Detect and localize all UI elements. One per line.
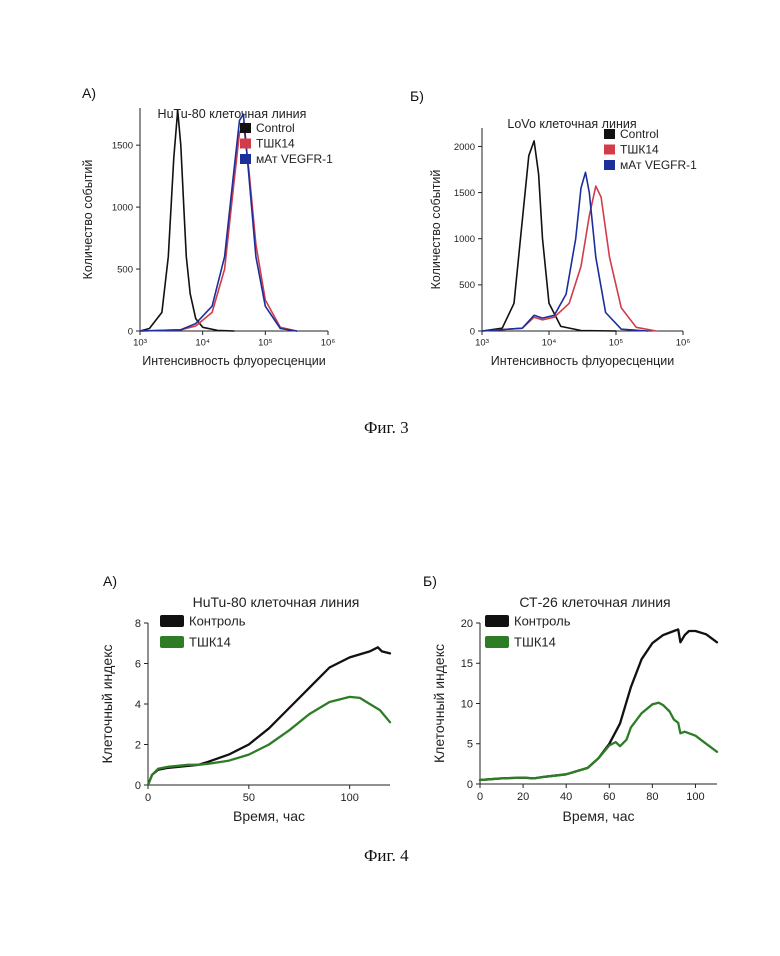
y-tick-label: 8 [135, 618, 141, 630]
legend-label: Control [620, 127, 659, 141]
y-tick-label: 1000 [454, 234, 475, 245]
x-tick-label: 80 [646, 791, 658, 803]
x-axis-label: Время, час [233, 808, 305, 824]
y-tick-label: 10 [461, 698, 473, 710]
legend-label: Control [256, 121, 295, 135]
x-tick-label: 10⁵ [609, 338, 624, 349]
x-tick-label: 50 [243, 792, 255, 804]
x-tick-label: 60 [603, 791, 615, 803]
y-tick-label: 6 [135, 658, 141, 670]
x-tick-label: 10⁴ [542, 338, 557, 349]
legend-swatch [240, 123, 251, 133]
y-tick-label: 0 [470, 326, 475, 337]
y-tick-label: 500 [459, 280, 475, 291]
series-line [478, 701, 719, 782]
series-line [139, 122, 298, 332]
x-axis-label: Интенсивность флуоресценции [142, 354, 326, 368]
legend-label: ТШК14 [256, 137, 295, 151]
chart-3: 0 2 4 6 8 0 50 100 HuTu-80 клеточная линия Время,… [99, 594, 392, 824]
legend-swatch [604, 160, 615, 170]
x-tick-label: 10³ [133, 338, 147, 349]
x-tick-label: 100 [686, 791, 704, 803]
x-axis-label: Интенсивность флуоресценции [491, 354, 675, 368]
legend-label: Контроль [189, 614, 246, 629]
y-tick-label: 20 [461, 618, 473, 630]
x-tick-label: 20 [517, 791, 529, 803]
legend-swatch [604, 144, 615, 155]
y-tick-label: 0 [128, 326, 133, 337]
y-tick-label: 1000 [112, 202, 133, 213]
series-line [139, 113, 298, 332]
panel-letter: А) [82, 85, 96, 101]
y-tick-label: 15 [461, 658, 473, 670]
legend-swatch [160, 636, 184, 648]
y-tick-label: 4 [135, 699, 141, 711]
legend-label: мАт VEGFR-1 [256, 152, 333, 166]
chart-title: HuTu-80 клеточная линия [158, 107, 307, 121]
panel-letter: Б) [423, 573, 437, 589]
chart-title: СТ-26 клеточная линия [519, 594, 670, 610]
legend-label: ТШК14 [620, 143, 659, 157]
legend-swatch [160, 615, 184, 627]
chart-2: 0 500 1000 1500 2000 10³ 10⁴ 10⁵ 10⁶ LoVo клеточн… [429, 117, 697, 368]
x-tick-label: 10⁴ [195, 338, 210, 349]
series-line [481, 171, 649, 332]
legend-label: мАт VEGFR-1 [620, 158, 697, 172]
x-axis-label: Время, час [563, 808, 635, 824]
y-tick-label: 500 [117, 264, 133, 275]
y-axis-label: Количество событий [429, 170, 443, 290]
legend-label: Контроль [514, 614, 571, 629]
legend-swatch [485, 615, 509, 627]
y-tick-label: 0 [467, 779, 473, 791]
legend-swatch [485, 636, 509, 648]
chart-title: LoVo клеточная линия [507, 117, 636, 131]
y-axis-label: Количество событий [81, 160, 95, 280]
chart-4: 0 5 10 15 20 0 20 40 60 80 100 СТ-26 клеточная лини… [431, 594, 719, 824]
chart-1: 0 500 1000 1500 10³ 10⁴ 10⁵ 10⁶ HuTu-80 клеточна… [81, 107, 335, 368]
y-tick-label: 2 [135, 739, 141, 751]
x-tick-label: 40 [560, 791, 572, 803]
legend-swatch [240, 138, 251, 149]
y-axis-label: Клеточный индекс [431, 644, 447, 763]
panel-letter: Б) [410, 88, 424, 104]
x-tick-label: 0 [145, 792, 151, 804]
series-line [146, 695, 392, 787]
panel-letter: А) [103, 573, 117, 589]
series-line [139, 109, 235, 332]
y-tick-label: 1500 [454, 188, 475, 199]
figure-4-caption: Фиг. 4 [364, 846, 409, 865]
x-tick-label: 0 [477, 791, 483, 803]
legend-label: ТШК14 [514, 635, 556, 650]
x-tick-label: 10⁵ [258, 338, 273, 349]
x-tick-label: 100 [340, 792, 358, 804]
series-line [481, 185, 658, 332]
series-line [481, 140, 617, 332]
figure-3-caption: Фиг. 3 [364, 418, 409, 437]
legend-swatch [240, 154, 251, 164]
chart-title: HuTu-80 клеточная линия [193, 594, 360, 610]
y-tick-label: 2000 [454, 142, 475, 153]
y-tick-label: 5 [467, 739, 473, 751]
legend-label: ТШК14 [189, 635, 231, 650]
x-tick-label: 10⁶ [321, 338, 336, 349]
y-tick-label: 1500 [112, 140, 133, 151]
y-axis-label: Клеточный индекс [99, 645, 115, 764]
x-tick-label: 10³ [475, 338, 489, 349]
x-tick-label: 10⁶ [676, 338, 691, 349]
y-tick-label: 0 [135, 780, 141, 792]
legend-swatch [604, 129, 615, 139]
